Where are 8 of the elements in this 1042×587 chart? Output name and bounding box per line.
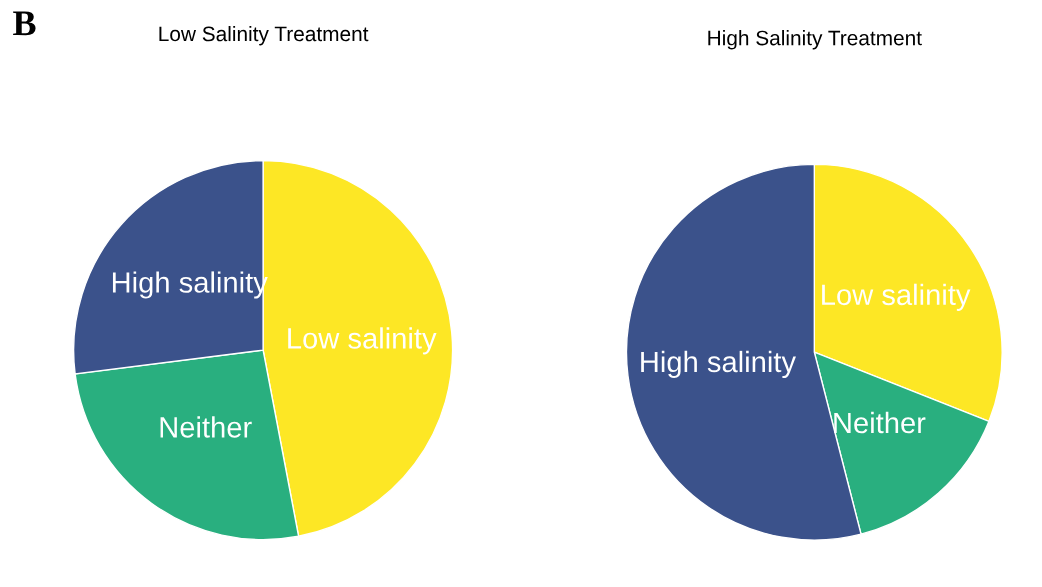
- slice-label: Neither: [160, 416, 252, 438]
- chart-title: Low Salinity Treatment: [159, 25, 369, 46]
- slice-label: Low salinity: [288, 327, 437, 355]
- slice-label: Neither: [834, 411, 926, 434]
- slice-label: Low salinity: [822, 283, 971, 311]
- text: B: [13, 11, 36, 36]
- chart-title: High Salinity Treatment: [708, 30, 922, 50]
- slice-label: High salinity: [641, 350, 796, 379]
